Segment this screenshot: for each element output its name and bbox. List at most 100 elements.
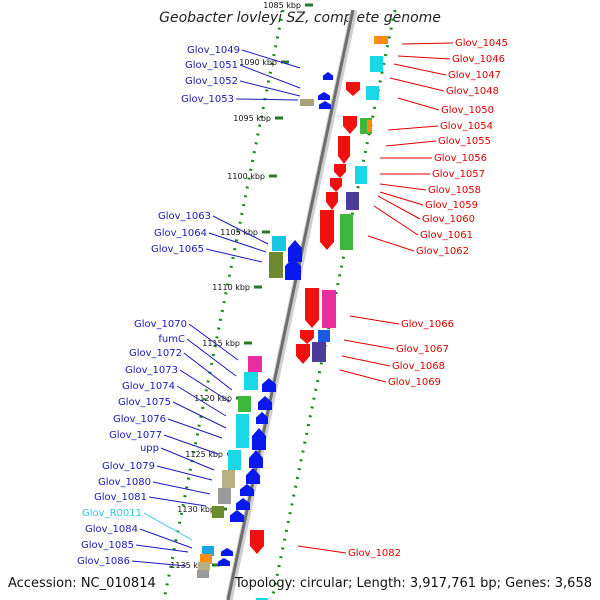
gene-label-glov-1050[interactable]: Glov_1050 bbox=[441, 105, 494, 116]
gene-label-glov-1085[interactable]: Glov_1085 bbox=[81, 540, 134, 551]
gene-label-glov-1072[interactable]: Glov_1072 bbox=[129, 348, 182, 359]
forward-gene-arrow bbox=[218, 558, 230, 566]
forward-gene-arrow bbox=[319, 101, 331, 109]
reverse-gene-box bbox=[312, 342, 326, 362]
reverse-gene-box bbox=[367, 120, 372, 132]
forward-gene-arrow bbox=[258, 396, 272, 410]
gene-label-glov-1047[interactable]: Glov_1047 bbox=[448, 70, 501, 81]
tick-1085-kbp: 1085 kbp bbox=[263, 1, 313, 10]
gene-label-glov-1059[interactable]: Glov_1059 bbox=[425, 200, 478, 211]
reverse-gene-box bbox=[256, 598, 268, 600]
forward-gene-arrow bbox=[318, 92, 330, 100]
gene-label-glov-1058[interactable]: Glov_1058 bbox=[428, 185, 481, 196]
gene-features bbox=[197, 36, 388, 600]
gene-label-glov-1065[interactable]: Glov_1065 bbox=[151, 244, 204, 255]
forward-gene-arrow bbox=[221, 548, 233, 556]
gene-label-glov-1067[interactable]: Glov_1067 bbox=[396, 344, 449, 355]
svg-text:1090 kbp: 1090 kbp bbox=[239, 58, 277, 67]
tick-1095-kbp: 1095 kbp bbox=[233, 114, 283, 123]
gene-label-glov-1073[interactable]: Glov_1073 bbox=[125, 365, 178, 376]
gene-label-upp[interactable]: upp bbox=[140, 443, 159, 454]
forward-gene-arrow bbox=[262, 378, 276, 392]
gene-label-fumc[interactable]: fumC bbox=[158, 334, 185, 345]
svg-text:1110 kbp: 1110 kbp bbox=[212, 283, 250, 292]
gene-label-glov-1046[interactable]: Glov_1046 bbox=[452, 54, 505, 65]
gene-label-glov-1082[interactable]: Glov_1082 bbox=[348, 548, 401, 559]
forward-gene-arrow bbox=[246, 468, 260, 484]
forward-gene-box bbox=[197, 570, 209, 578]
gene-label-glov-1048[interactable]: Glov_1048 bbox=[446, 86, 499, 97]
gene-label-glov-r0011[interactable]: Glov_R0011 bbox=[82, 508, 142, 519]
forward-gene-box bbox=[218, 488, 231, 504]
gene-label-glov-1076[interactable]: Glov_1076 bbox=[113, 414, 166, 425]
svg-text:1115 kbp: 1115 kbp bbox=[202, 339, 240, 348]
gene-label-glov-1081[interactable]: Glov_1081 bbox=[94, 492, 147, 503]
forward-gene-box bbox=[238, 396, 251, 412]
label-leader-lines bbox=[131, 42, 454, 567]
reverse-gene-box bbox=[355, 166, 367, 184]
svg-text:1130 kbp: 1130 kbp bbox=[177, 505, 215, 514]
accession-text: Accession: NC_010814 bbox=[8, 576, 156, 591]
forward-gene-box bbox=[222, 470, 235, 488]
reverse-gene-arrow bbox=[334, 164, 346, 178]
gene-label-glov-1069[interactable]: Glov_1069 bbox=[388, 377, 441, 388]
reverse-gene-box bbox=[366, 86, 379, 100]
gene-label-glov-1079[interactable]: Glov_1079 bbox=[102, 461, 155, 472]
reverse-gene-box bbox=[374, 36, 388, 44]
gene-label-glov-1084[interactable]: Glov_1084 bbox=[85, 524, 138, 535]
feature-tracks bbox=[162, 9, 397, 600]
gene-label-glov-1053[interactable]: Glov_1053 bbox=[181, 94, 234, 105]
gene-label-glov-1075[interactable]: Glov_1075 bbox=[118, 397, 171, 408]
tick-1110-kbp: 1110 kbp bbox=[212, 283, 262, 292]
gene-labels[interactable]: Glov_1049 Glov_1051 Glov_1052 Glov_1053 Glov… bbox=[77, 38, 508, 567]
forward-gene-box bbox=[228, 450, 241, 470]
forward-gene-box bbox=[236, 414, 249, 448]
reverse-gene-box bbox=[346, 192, 359, 210]
gene-label-glov-1054[interactable]: Glov_1054 bbox=[440, 121, 493, 132]
forward-gene-arrow bbox=[323, 72, 333, 80]
gene-label-glov-1052[interactable]: Glov_1052 bbox=[185, 76, 238, 87]
reverse-gene-arrow bbox=[330, 178, 342, 192]
gene-label-glov-1068[interactable]: Glov_1068 bbox=[392, 361, 445, 372]
topology-text: Topology: circular; Length: 3,917,761 bp… bbox=[234, 576, 592, 591]
reverse-gene-arrow bbox=[343, 116, 357, 134]
genome-backbone bbox=[225, 9, 358, 600]
gene-label-glov-1057[interactable]: Glov_1057 bbox=[432, 169, 485, 180]
forward-gene-arrow bbox=[285, 258, 301, 280]
gene-label-glov-1056[interactable]: Glov_1056 bbox=[434, 153, 487, 164]
reverse-gene-box bbox=[322, 290, 336, 328]
forward-gene-arrow bbox=[288, 240, 302, 262]
svg-text:1105 kbp: 1105 kbp bbox=[220, 228, 258, 237]
gene-label-glov-1080[interactable]: Glov_1080 bbox=[98, 477, 151, 488]
gene-label-glov-1077[interactable]: Glov_1077 bbox=[109, 430, 162, 441]
forward-gene-arrow bbox=[230, 510, 244, 522]
gene-label-glov-1064[interactable]: Glov_1064 bbox=[154, 228, 207, 239]
reverse-gene-arrow bbox=[300, 330, 314, 344]
reverse-gene-arrow bbox=[326, 192, 338, 210]
gene-label-glov-1066[interactable]: Glov_1066 bbox=[401, 319, 454, 330]
forward-gene-box bbox=[200, 554, 212, 564]
forward-gene-arrow bbox=[252, 428, 266, 450]
reverse-gene-arrow bbox=[346, 82, 360, 96]
gene-label-glov-1055[interactable]: Glov_1055 bbox=[438, 136, 491, 147]
forward-gene-box bbox=[269, 252, 283, 278]
gene-label-glov-1063[interactable]: Glov_1063 bbox=[158, 211, 211, 222]
tick-1105-kbp: 1105 kbp bbox=[220, 228, 270, 237]
forward-gene-box bbox=[300, 99, 314, 106]
gene-label-glov-1060[interactable]: Glov_1060 bbox=[422, 214, 475, 225]
forward-gene-arrow bbox=[236, 498, 250, 510]
gene-label-glov-1049[interactable]: Glov_1049 bbox=[187, 45, 240, 56]
forward-gene-arrow bbox=[240, 484, 254, 496]
gene-label-glov-1086[interactable]: Glov_1086 bbox=[77, 556, 130, 567]
svg-text:1100 kbp: 1100 kbp bbox=[227, 172, 265, 181]
gene-label-glov-1045[interactable]: Glov_1045 bbox=[455, 38, 508, 49]
forward-gene-box bbox=[248, 356, 262, 372]
reverse-gene-box bbox=[370, 56, 383, 72]
gene-label-glov-1062[interactable]: Glov_1062 bbox=[416, 246, 469, 257]
gene-label-glov-1051[interactable]: Glov_1051 bbox=[185, 60, 238, 71]
gene-label-glov-1074[interactable]: Glov_1074 bbox=[122, 381, 175, 392]
gene-label-glov-1061[interactable]: Glov_1061 bbox=[420, 230, 473, 241]
svg-text:1085 kbp: 1085 kbp bbox=[263, 1, 301, 10]
gene-label-glov-1070[interactable]: Glov_1070 bbox=[134, 319, 187, 330]
